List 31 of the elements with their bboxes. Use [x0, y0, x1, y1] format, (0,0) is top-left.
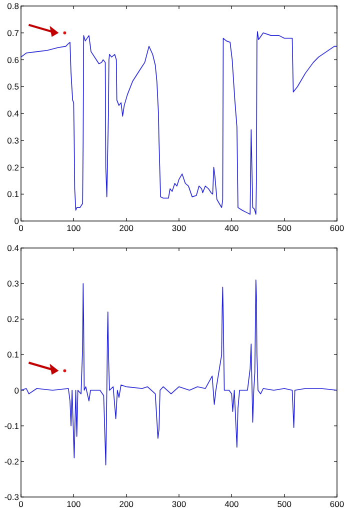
y-tick-label: 0.3: [7, 278, 20, 289]
x-tick-label: 400: [224, 223, 240, 233]
y-tick-label: -0.2: [4, 456, 20, 466]
y-tick-label: 0.2: [7, 314, 20, 324]
x-tick-label: 100: [66, 223, 82, 233]
y-tick-label: 0.4: [7, 108, 20, 118]
x-tick-label: 600: [330, 499, 344, 509]
y-tick-label: 0.2: [7, 162, 20, 172]
x-tick-label: 100: [66, 499, 82, 509]
x-tick-label: 200: [119, 223, 134, 233]
x-tick-label: 400: [224, 499, 240, 509]
y-tick-label: 0.4: [7, 243, 20, 253]
y-tick-label: 0.8: [7, 1, 20, 11]
y-tick-label: -0.1: [4, 420, 20, 431]
y-tick-label: 0.3: [7, 135, 20, 146]
x-tick-label: 500: [277, 499, 292, 509]
y-tick-label: 0: [14, 216, 20, 226]
y-tick-label: 0: [14, 385, 20, 396]
y-tick-label: 0.5: [7, 82, 20, 92]
y-tick-label: 0.6: [7, 54, 20, 65]
y-tick-label: 0.1: [7, 350, 20, 360]
x-tick-label: 300: [172, 499, 186, 509]
x-tick-label: 200: [119, 499, 134, 509]
x-tick-label: 300: [172, 223, 186, 233]
y-tick-label: 0.7: [7, 28, 20, 38]
x-tick-label: 500: [277, 223, 292, 233]
line-series: [20, 280, 338, 466]
y-tick-label: -0.3: [4, 492, 20, 502]
x-tick-label: 600: [330, 223, 344, 233]
line-series: [20, 31, 338, 215]
y-tick-label: 0.1: [7, 189, 20, 200]
